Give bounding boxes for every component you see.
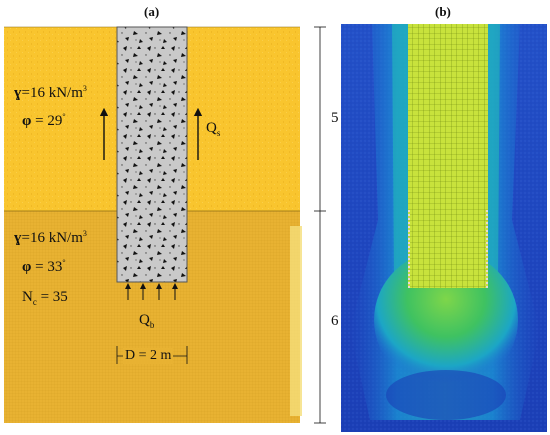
pile-mesh bbox=[408, 24, 488, 288]
upper-gamma-exp: 3 bbox=[82, 84, 87, 93]
nc-sub: c bbox=[32, 297, 37, 307]
gamma-symbol-lower: ɣ bbox=[14, 230, 22, 246]
lower-gamma-exp: 3 bbox=[82, 229, 87, 238]
lower-nc: Nc = 35 bbox=[22, 289, 68, 307]
panel-a-label: (a) bbox=[144, 4, 160, 19]
upper-phi: φ = 29° bbox=[22, 112, 66, 130]
upper-gamma-value: =16 kN/m bbox=[21, 85, 83, 101]
pile-width-label: D = 2 m bbox=[123, 348, 174, 364]
gamma-symbol: ɣ bbox=[14, 85, 22, 101]
lower-phi-deg: ° bbox=[62, 258, 66, 267]
lower-soil-right-strip bbox=[290, 226, 302, 416]
phi-symbol: φ bbox=[22, 113, 32, 129]
qs-label: Qs bbox=[206, 120, 221, 138]
lower-gamma-value: =16 kN/m bbox=[21, 230, 83, 246]
nc-value: = 35 bbox=[40, 289, 68, 305]
phi-symbol-lower: φ bbox=[22, 259, 32, 275]
panel-b-label: (b) bbox=[435, 4, 451, 19]
upper-phi-value: = 29 bbox=[35, 113, 63, 129]
pile-body bbox=[116, 26, 188, 283]
lower-gamma: ɣ=16 kN/m3 bbox=[14, 229, 87, 247]
upper-phi-deg: ° bbox=[62, 112, 66, 121]
nc-symbol: N bbox=[22, 289, 33, 305]
lower-phi-value: = 33 bbox=[35, 259, 63, 275]
lower-phi: φ = 33° bbox=[22, 258, 66, 276]
upper-gamma: ɣ=16 kN/m3 bbox=[14, 84, 87, 102]
qb-label: Qb bbox=[139, 312, 155, 330]
